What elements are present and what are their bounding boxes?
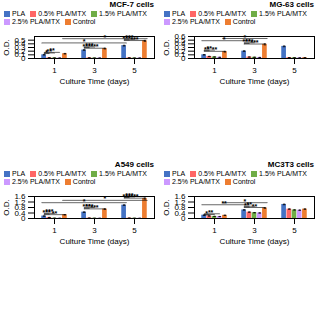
html-text:PLA: PLA	[172, 10, 186, 17]
svg-text:**: **	[212, 46, 218, 53]
html-text:0.5% PLA/MTX: 0.5% PLA/MTX	[198, 170, 247, 177]
html-text:1.5% PLA/MTX: 1.5% PLA/MTX	[259, 170, 307, 177]
svg-text:O.D.: O.D.	[2, 39, 11, 55]
svg-text:1: 1	[52, 66, 57, 75]
svg-text:3: 3	[252, 66, 257, 75]
svg-text:0.4: 0.4	[174, 208, 186, 218]
svg-text:O.D.: O.D.	[162, 39, 171, 55]
svg-text:1.6: 1.6	[14, 192, 26, 201]
svg-text:5: 5	[132, 66, 137, 75]
html-text:0.5% PLA/MTX: 0.5% PLA/MTX	[198, 10, 247, 17]
svg-text:0.6: 0.6	[174, 32, 186, 41]
html-text:1.5% PLA/MTX: 1.5% PLA/MTX	[99, 170, 147, 177]
svg-text:O.D.: O.D.	[2, 199, 11, 215]
svg-text:0: 0	[181, 214, 186, 224]
svg-text:**: **	[247, 201, 253, 208]
svg-text:*: *	[104, 195, 107, 202]
svg-text:1: 1	[212, 226, 217, 235]
svg-text:Culture Time (days): Culture Time (days)	[220, 237, 290, 246]
svg-text:*: *	[244, 34, 247, 41]
html-text:2.5% PLA/MTX: 2.5% PLA/MTX	[172, 18, 220, 25]
svg-text:***: ***	[45, 208, 53, 215]
svg-text:0: 0	[21, 214, 26, 224]
html-text:0.5% PLA/MTX: 0.5% PLA/MTX	[38, 170, 87, 177]
svg-text:Culture Time (days): Culture Time (days)	[60, 77, 130, 86]
svg-text:0.8: 0.8	[174, 203, 186, 213]
svg-text:**: **	[221, 200, 227, 207]
svg-text:Culture Time (days): Culture Time (days)	[220, 77, 290, 86]
svg-text:*: *	[244, 198, 247, 205]
svg-text:1.6: 1.6	[174, 192, 186, 201]
svg-text:1.2: 1.2	[14, 197, 26, 207]
html-text:2.5% PLA/MTX: 2.5% PLA/MTX	[12, 178, 60, 185]
html-text:A549 cells: A549 cells	[114, 160, 154, 169]
html-text:Control: Control	[72, 18, 96, 25]
html-text:Control: Control	[72, 178, 96, 185]
html-text:MCF-7 cells: MCF-7 cells	[109, 0, 154, 9]
svg-text:**: **	[49, 47, 55, 54]
html-text:1.5% PLA/MTX: 1.5% PLA/MTX	[259, 10, 307, 17]
svg-text:Culture Time (days): Culture Time (days)	[60, 237, 130, 246]
html-text:2.5% PLA/MTX: 2.5% PLA/MTX	[12, 18, 60, 25]
svg-text:O.D.: O.D.	[162, 199, 171, 215]
html-text:Control: Control	[232, 178, 256, 185]
svg-text:***: ***	[85, 42, 93, 49]
svg-text:*: *	[223, 36, 226, 43]
svg-text:*: *	[104, 34, 107, 41]
svg-text:3: 3	[92, 66, 97, 75]
svg-text:3: 3	[92, 226, 97, 235]
html-text:0.5% PLA/MTX: 0.5% PLA/MTX	[38, 10, 87, 17]
html-text:1.5% PLA/MTX: 1.5% PLA/MTX	[99, 10, 147, 17]
svg-text:0.5: 0.5	[14, 36, 26, 45]
svg-text:3: 3	[252, 226, 257, 235]
svg-text:***: ***	[125, 192, 133, 199]
svg-text:*: *	[83, 38, 86, 45]
svg-text:5: 5	[132, 226, 137, 235]
svg-text:5: 5	[292, 66, 297, 75]
svg-text:***: ***	[125, 34, 133, 41]
svg-text:1.2: 1.2	[174, 197, 186, 207]
svg-text:0.8: 0.8	[14, 203, 26, 213]
svg-text:*: *	[211, 209, 214, 216]
svg-text:5: 5	[292, 226, 297, 235]
svg-text:***: ***	[85, 203, 93, 210]
svg-text:1: 1	[52, 226, 57, 235]
svg-text:1: 1	[212, 66, 217, 75]
html-text:Control: Control	[232, 18, 256, 25]
svg-text:**: **	[252, 203, 258, 210]
html-text:PLA: PLA	[12, 170, 26, 177]
html-text:MC3T3 cells: MC3T3 cells	[267, 160, 314, 169]
html-text:2.5% PLA/MTX: 2.5% PLA/MTX	[172, 178, 220, 185]
html-text:PLA: PLA	[172, 170, 186, 177]
svg-text:**: **	[207, 45, 213, 52]
svg-text:0.4: 0.4	[14, 208, 26, 218]
html-text:MG-63 cells: MG-63 cells	[269, 0, 314, 9]
svg-text:***: ***	[245, 38, 253, 45]
html-text:PLA: PLA	[12, 10, 26, 17]
svg-text:*: *	[83, 198, 86, 205]
